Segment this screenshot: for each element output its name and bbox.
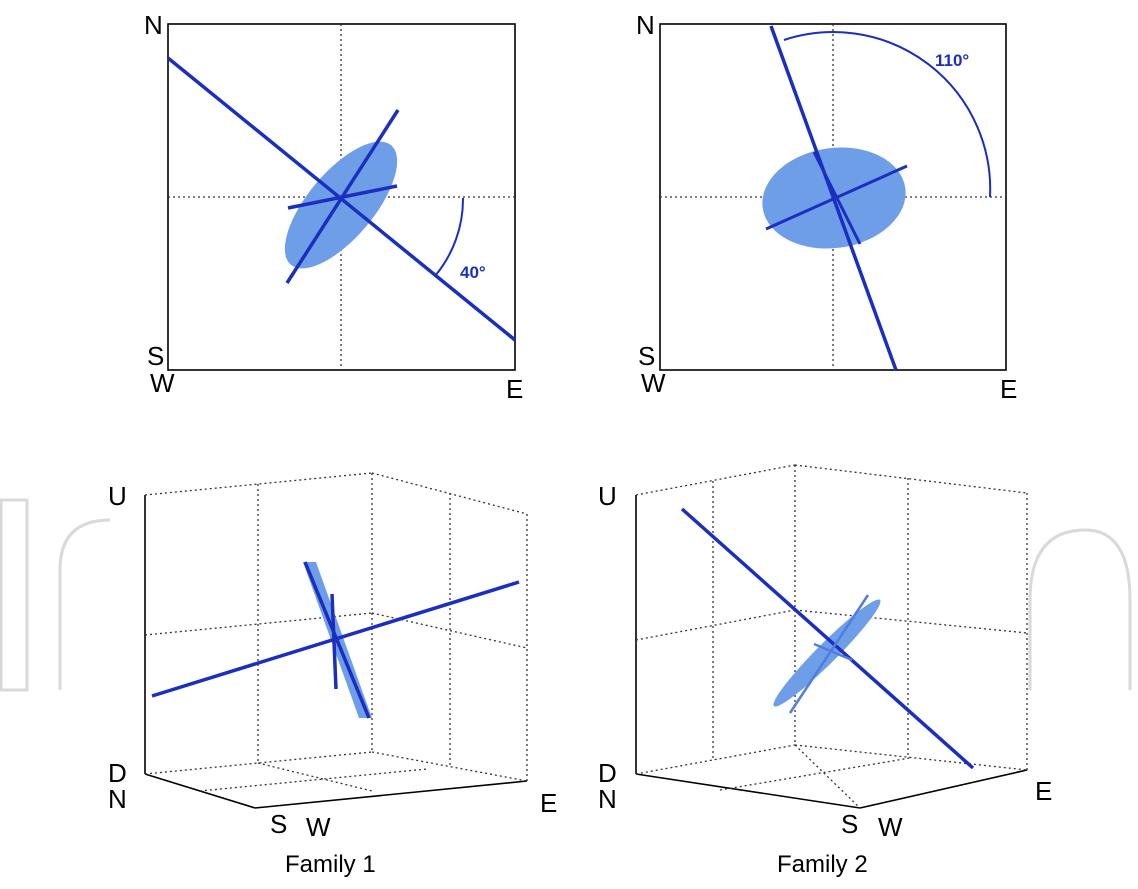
panel-top-left: 40° N S W E (144, 10, 523, 404)
west-label: W (306, 812, 331, 842)
angle-arc (434, 197, 465, 277)
principal-line-mid (788, 594, 870, 714)
down-label: D (598, 758, 617, 788)
watermark-arc-right (1028, 528, 1132, 690)
principal-line-short (287, 184, 398, 210)
north-label: N (636, 10, 655, 40)
west-label: W (878, 812, 903, 842)
up-label: U (108, 481, 127, 511)
watermark-bar (0, 498, 29, 692)
box-grid (635, 464, 1028, 809)
panel-top-right: 110° N S W E (636, 10, 1017, 404)
north-label: N (108, 784, 127, 814)
east-label: E (540, 788, 557, 818)
watermark-arc-left (58, 518, 111, 690)
box-frame (635, 495, 1028, 809)
principal-line-mid (303, 561, 371, 719)
east-label: E (506, 374, 523, 404)
angle-label: 40° (460, 263, 486, 282)
south-label: S (270, 809, 287, 839)
east-label: E (1000, 374, 1017, 404)
angle-arc (783, 31, 992, 198)
principal-line-long (680, 507, 975, 770)
ellipse-shape (773, 599, 881, 707)
panel-bottom-right: U D N S W E Family 2 (598, 464, 1052, 878)
ellipse-shape (284, 141, 398, 269)
south-label: S (147, 341, 164, 371)
west-label: W (641, 368, 666, 398)
principal-line-short (330, 593, 338, 690)
north-label: N (598, 784, 617, 814)
down-label: D (108, 758, 127, 788)
east-label: E (1035, 776, 1052, 806)
principal-line-short (813, 642, 853, 662)
panel-caption: Family 1 (285, 851, 376, 878)
south-label: S (841, 809, 858, 839)
watermark (0, 498, 1132, 692)
panel-bottom-left: U D N S W E Family 1 (108, 472, 557, 878)
south-label: S (638, 341, 655, 371)
angle-label: 110° (935, 51, 969, 70)
panel-caption: Family 2 (777, 851, 868, 878)
principal-line-short (812, 151, 862, 245)
up-label: U (598, 481, 617, 511)
north-label: N (144, 10, 163, 40)
west-label: W (150, 368, 175, 398)
